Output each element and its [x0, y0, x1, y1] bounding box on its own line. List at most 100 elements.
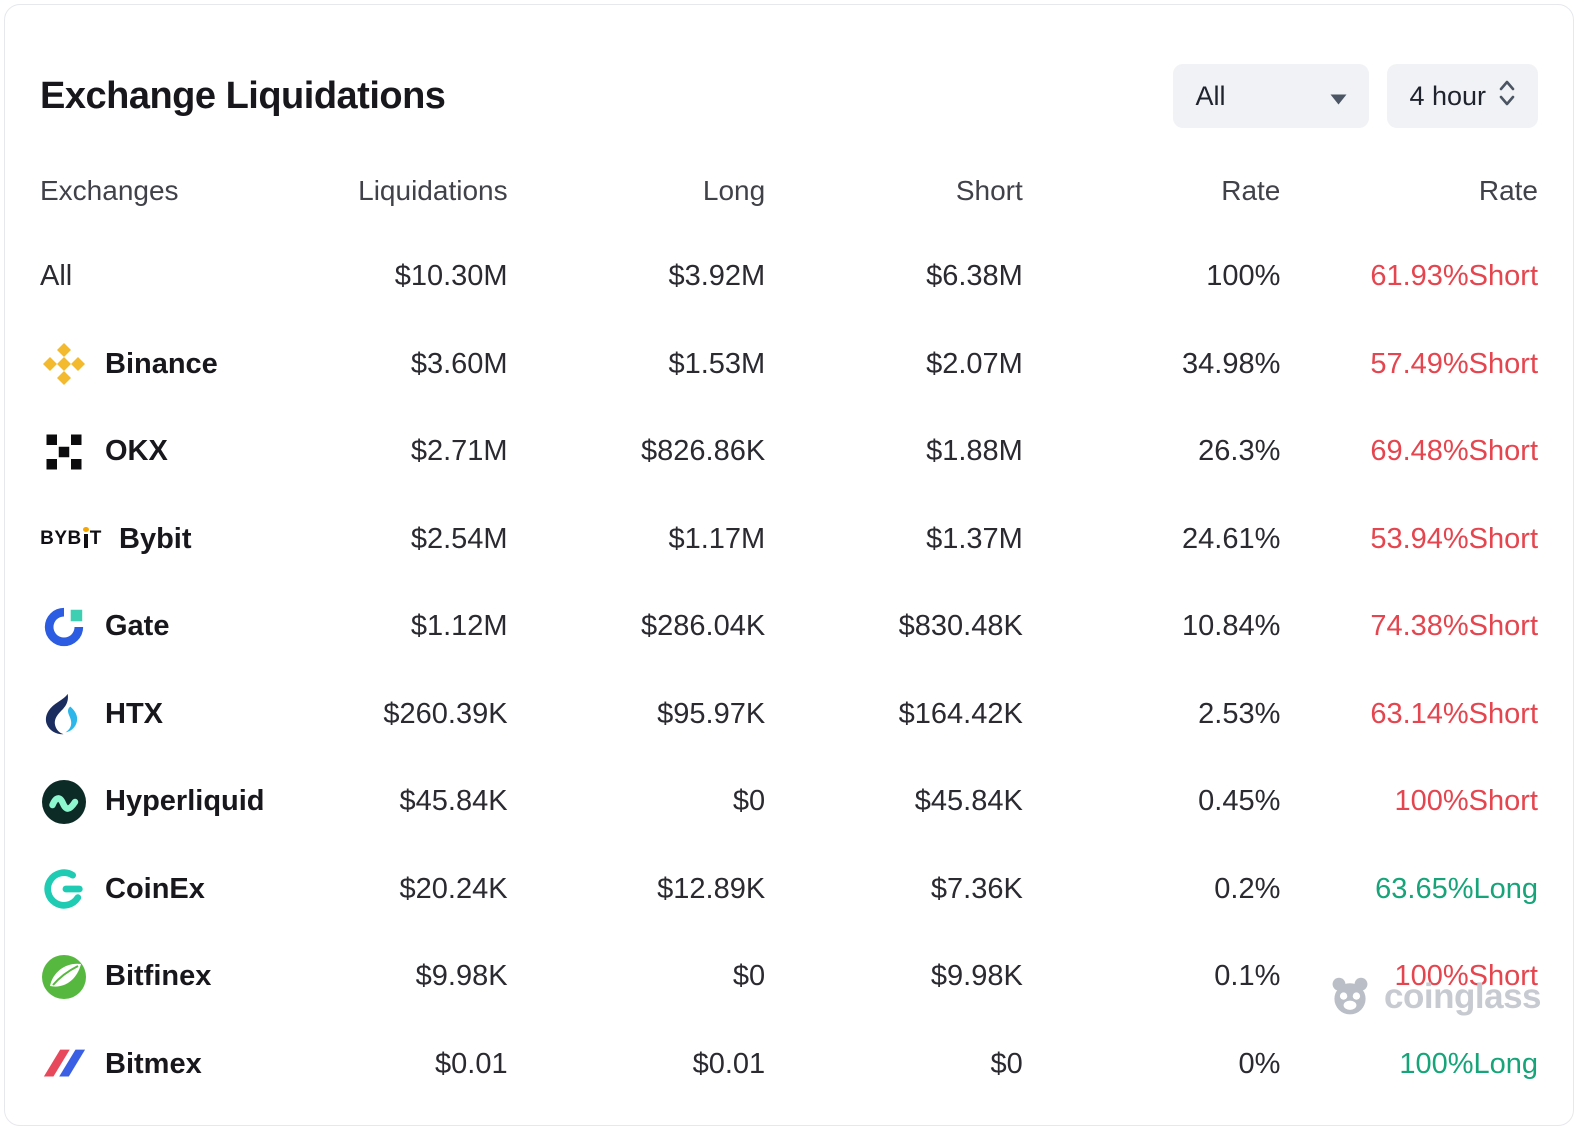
table-header-row: Exchanges Liquidations Long Short Rate R…: [40, 159, 1538, 223]
rate-value: 26.3%: [1198, 435, 1281, 468]
side-rate-value: 74.38%Short: [1370, 610, 1538, 643]
short-value: $830.48K: [898, 610, 1023, 643]
exchange-name: OKX: [105, 435, 168, 468]
rate-value: 0.2%: [1214, 872, 1281, 905]
side-rate-value: 63.65%Long: [1375, 872, 1538, 905]
side-rate-value: 100%Short: [1394, 785, 1539, 818]
long-value: $0: [732, 785, 766, 818]
rate-value: 10.84%: [1182, 610, 1281, 643]
long-value: $12.89K: [657, 872, 766, 905]
rate-value: 0.45%: [1198, 785, 1281, 818]
table-row-binance[interactable]: Binance $3.60M $1.53M $2.07M 34.98% 57.4…: [40, 321, 1538, 409]
coinex-icon: [40, 865, 88, 913]
short-value: $6.38M: [926, 260, 1023, 293]
binance-icon: [40, 340, 88, 388]
side-rate-value: 57.49%Short: [1370, 347, 1538, 380]
long-value: $1.53M: [668, 347, 766, 380]
side-rate-value: 100%Long: [1399, 1047, 1538, 1080]
table-row-hyperliquid[interactable]: Hyperliquid $45.84K $0 $45.84K 0.45% 100…: [40, 758, 1538, 846]
column-header-exchanges: Exchanges: [40, 175, 179, 206]
table-row-bybit[interactable]: BYB T Bybit $2.54M $1.17M $1.37M 24.61% 5…: [40, 496, 1538, 584]
liquidations-value: $260.39K: [383, 697, 508, 730]
exchange-name: Bitfinex: [105, 960, 212, 993]
table-row-bitfinex[interactable]: Bitfinex $9.98K $0 $9.98K 0.1% 100%Short: [40, 933, 1538, 1021]
page-title: Exchange Liquidations: [40, 74, 446, 117]
table-row-htx[interactable]: HTX $260.39K $95.97K $164.42K 2.53% 63.1…: [40, 671, 1538, 759]
liquidations-value: $2.71M: [410, 435, 508, 468]
htx-icon: [40, 690, 88, 738]
column-header-rate: Rate: [1221, 175, 1281, 206]
okx-icon: [40, 428, 88, 476]
rate-value: 24.61%: [1182, 522, 1281, 555]
table-row-gate[interactable]: Gate $1.12M $286.04K $830.48K 10.84% 74.…: [40, 583, 1538, 671]
exchange-name: HTX: [105, 697, 163, 730]
short-value: $164.42K: [898, 697, 1023, 730]
short-value: $45.84K: [914, 785, 1023, 818]
liquidations-value: $2.54M: [410, 522, 508, 555]
table-row-all[interactable]: All $10.30M $3.92M $6.38M 100% 61.93%Sho…: [40, 233, 1538, 321]
side-rate-value: 100%Short: [1394, 960, 1539, 993]
chevron-up-down-icon: [1498, 79, 1516, 114]
liquidations-value: $1.12M: [410, 610, 508, 643]
rate-value: 34.98%: [1182, 347, 1281, 380]
short-value: $1.88M: [926, 435, 1023, 468]
long-value: $0: [732, 960, 766, 993]
exchange-liquidations-panel: Exchange Liquidations All 4 hour Exch: [4, 4, 1574, 1126]
panel-header: Exchange Liquidations All 4 hour: [40, 63, 1538, 129]
long-value: $826.86K: [641, 435, 766, 468]
hyperliquid-icon: [40, 778, 88, 826]
liquidations-value: $9.98K: [415, 960, 508, 993]
liquidations-value: $20.24K: [399, 872, 508, 905]
long-value: $0.01: [692, 1047, 766, 1080]
side-rate-value: 63.14%Short: [1370, 697, 1538, 730]
column-header-side-rate: Rate: [1478, 175, 1538, 206]
liquidations-value: $0.01: [435, 1047, 508, 1080]
table-row-coinex[interactable]: CoinEx $20.24K $12.89K $7.36K 0.2% 63.65…: [40, 846, 1538, 934]
bybit-logo: BYB T: [40, 527, 102, 550]
coinglass-brand-text: coinglass: [1384, 977, 1541, 1016]
exchange-filter-dropdown[interactable]: All: [1173, 64, 1370, 128]
column-header-liquidations: Liquidations: [358, 175, 508, 206]
exchange-name: Binance: [105, 347, 218, 380]
column-header-short: Short: [955, 175, 1023, 206]
liquidations-value: $45.84K: [399, 785, 508, 818]
gate-icon: [40, 603, 88, 651]
exchange-name: Bitmex: [105, 1047, 202, 1080]
liquidations-value: $3.60M: [410, 347, 508, 380]
long-value: $3.92M: [668, 260, 766, 293]
short-value: $0: [990, 1047, 1023, 1080]
side-rate-value: 69.48%Short: [1370, 435, 1538, 468]
exchange-name: Bybit: [119, 522, 192, 555]
short-value: $7.36K: [930, 872, 1023, 905]
rate-value: 0%: [1238, 1047, 1281, 1080]
table-row-bitmex[interactable]: Bitmex $0.01 $0.01 $0 0% 100%Long: [40, 1021, 1538, 1109]
short-value: $2.07M: [926, 347, 1023, 380]
filter-controls: All 4 hour: [1173, 64, 1538, 128]
coinglass-panda-icon: [1326, 973, 1374, 1021]
exchange-name: Hyperliquid: [105, 785, 265, 818]
long-value: $95.97K: [657, 697, 766, 730]
rate-value: 0.1%: [1214, 960, 1281, 993]
rate-value: 100%: [1206, 260, 1281, 293]
timeframe-dropdown[interactable]: 4 hour: [1387, 64, 1538, 128]
bitmex-icon: [40, 1040, 88, 1088]
long-value: $286.04K: [641, 610, 766, 643]
coinglass-watermark: coinglass: [1326, 973, 1541, 1021]
table-body: All $10.30M $3.92M $6.38M 100% 61.93%Sho…: [40, 233, 1538, 1108]
liquidations-value: $10.30M: [394, 260, 508, 293]
table-row-okx[interactable]: OKX $2.71M $826.86K $1.88M 26.3% 69.48%S…: [40, 408, 1538, 496]
short-value: $1.37M: [926, 522, 1023, 555]
exchange-name: Gate: [105, 610, 170, 643]
exchange-name: CoinEx: [105, 872, 205, 905]
long-value: $1.17M: [668, 522, 766, 555]
short-value: $9.98K: [930, 960, 1023, 993]
timeframe-value: 4 hour: [1409, 80, 1486, 111]
side-rate-value: 53.94%Short: [1370, 522, 1538, 555]
chevron-down-icon: [1330, 81, 1347, 112]
bitfinex-icon: [40, 953, 88, 1001]
rate-value: 2.53%: [1198, 697, 1281, 730]
column-header-long: Long: [702, 175, 766, 206]
exchange-filter-value: All: [1195, 80, 1226, 111]
side-rate-value: 61.93%Short: [1370, 260, 1538, 293]
exchange-name: All: [40, 260, 73, 293]
